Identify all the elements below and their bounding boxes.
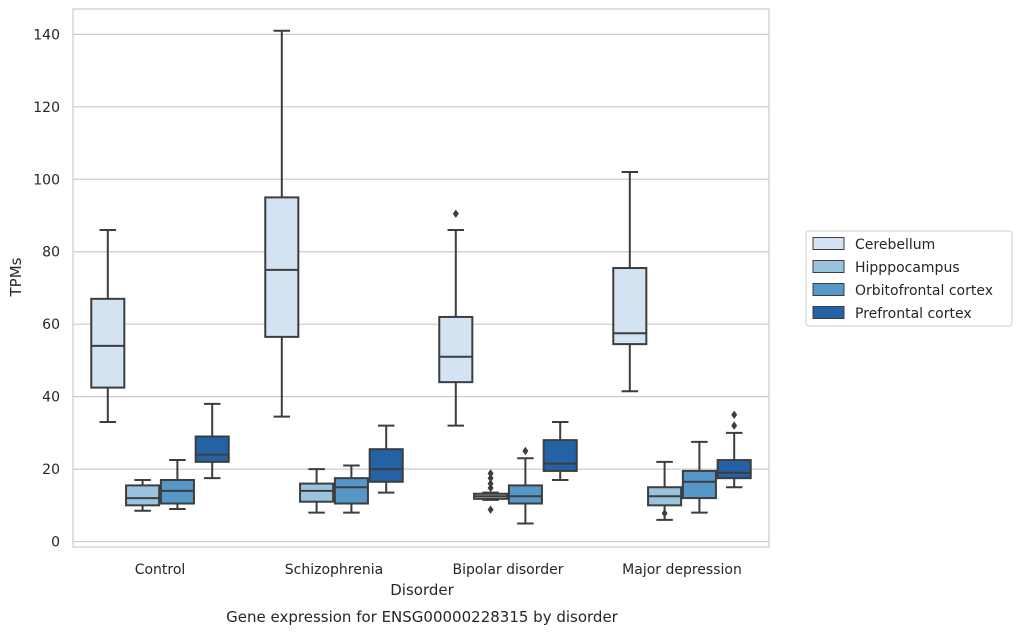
box (368, 448, 404, 483)
y-gridlines (73, 33, 769, 543)
x-tick-label: Bipolar disorder (452, 562, 563, 578)
box-group (542, 421, 578, 481)
legend-swatch (812, 260, 845, 273)
box-group (612, 171, 648, 393)
box-group (507, 446, 543, 525)
x-tick-label: Schizophrenia (285, 562, 383, 578)
legend-frame (805, 230, 1013, 327)
x-tick-label: Control (135, 562, 186, 578)
box (507, 484, 543, 505)
y-tick-label: 120 (33, 100, 60, 116)
outlier-point (487, 479, 494, 488)
box-group (438, 209, 474, 427)
y-axis-label: TPMs (7, 257, 25, 297)
y-axis-ticks: 0 20 40 60 80 100 120 140 (33, 27, 60, 550)
box (299, 482, 335, 503)
box-group (194, 402, 230, 480)
box (125, 484, 161, 507)
legend-label: Prefrontal cortex (855, 306, 972, 322)
box-group (368, 424, 404, 494)
x-axis-ticks: Control Schizophrenia Bipolar disorder Majo… (135, 562, 742, 578)
box-group (159, 459, 195, 510)
y-tick-label: 80 (42, 245, 60, 261)
box (264, 196, 300, 338)
box (681, 469, 717, 500)
legend-label: Orbitofrontal cortex (855, 283, 993, 299)
plot-boxes (90, 29, 752, 525)
y-tick-label: 0 (51, 535, 60, 551)
outlier-point (487, 483, 494, 493)
outlier-point (487, 469, 494, 478)
box (542, 439, 578, 472)
y-tick-label: 40 (42, 390, 60, 406)
y-tick-label: 60 (42, 317, 60, 333)
box-group (333, 464, 369, 514)
y-tick-label: 140 (33, 27, 60, 43)
box (90, 297, 126, 389)
legend-swatch (812, 283, 845, 296)
legend-swatch (812, 237, 845, 250)
outlier-point (522, 446, 529, 456)
outlier-point (731, 410, 738, 419)
y-tick-label: 20 (42, 462, 60, 478)
y-tick-label: 100 (33, 172, 60, 188)
outlier-point (487, 473, 494, 483)
box (438, 315, 474, 384)
plot-area-frame (72, 8, 770, 548)
legend: Cerebellum Hipppocampus Orbitofrontal cort… (805, 230, 1013, 327)
outlier-point (661, 509, 668, 518)
box (612, 267, 648, 346)
legend-label: Hipppocampus (855, 260, 960, 276)
box-group (125, 478, 161, 512)
box-group (473, 469, 509, 514)
box (716, 459, 752, 480)
box (194, 435, 230, 463)
box-group (647, 460, 683, 521)
box (333, 477, 369, 505)
legend-swatch (812, 306, 845, 319)
x-axis-label: Disorder (390, 581, 454, 599)
legend-label: Cerebellum (855, 237, 935, 253)
box-group (299, 468, 335, 514)
chart-caption: Gene expression for ENSG00000228315 by d… (226, 608, 619, 626)
outlier-point (487, 505, 494, 514)
x-tick-label: Major depression (622, 562, 742, 578)
outlier-point (452, 209, 459, 218)
outlier-point (731, 421, 738, 430)
box-group (716, 410, 752, 489)
box-group (681, 440, 717, 514)
box-group (90, 228, 126, 424)
box-group (264, 29, 300, 418)
